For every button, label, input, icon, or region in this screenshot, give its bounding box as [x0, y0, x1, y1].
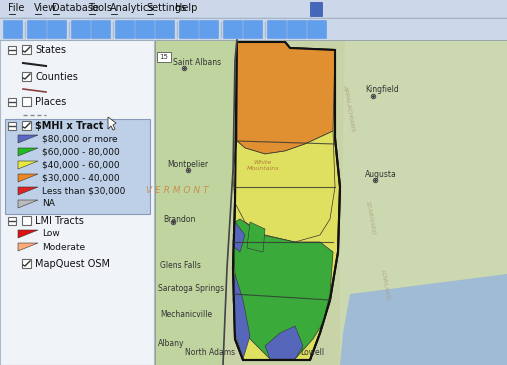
Text: Settings: Settings [146, 3, 186, 13]
Text: Less than $30,000: Less than $30,000 [42, 187, 125, 196]
Polygon shape [155, 40, 237, 365]
Text: Low: Low [42, 230, 60, 238]
Text: Brandon: Brandon [163, 215, 195, 224]
Text: Saratoga Springs: Saratoga Springs [158, 284, 224, 293]
Text: Counties: Counties [35, 72, 78, 82]
Text: MapQuest OSM: MapQuest OSM [35, 259, 110, 269]
Polygon shape [233, 42, 340, 360]
Polygon shape [18, 200, 38, 208]
FancyBboxPatch shape [48, 20, 66, 38]
Polygon shape [340, 40, 507, 365]
FancyBboxPatch shape [308, 20, 327, 38]
Text: LMI Tracts: LMI Tracts [35, 216, 84, 226]
Text: LOWLAND: LOWLAND [380, 269, 390, 301]
Polygon shape [18, 161, 38, 169]
FancyBboxPatch shape [135, 20, 155, 38]
Text: 15: 15 [160, 54, 168, 60]
Text: Albany: Albany [158, 339, 185, 348]
Bar [310, 2, 322, 16]
FancyBboxPatch shape [156, 20, 174, 38]
Text: Moderate: Moderate [42, 242, 85, 251]
Bar [22, 216, 31, 225]
Polygon shape [233, 219, 333, 359]
Bar [0, 18, 507, 40]
Text: $60,000 - 80,000: $60,000 - 80,000 [42, 147, 120, 157]
FancyBboxPatch shape [91, 20, 111, 38]
Polygon shape [340, 274, 507, 365]
Polygon shape [18, 230, 38, 238]
Text: V E R M O N T: V E R M O N T [146, 186, 208, 195]
Bar [22, 259, 31, 268]
Polygon shape [273, 187, 300, 213]
Polygon shape [265, 326, 303, 359]
Text: Lowell: Lowell [300, 348, 324, 357]
Bar [0, 40, 155, 365]
FancyBboxPatch shape [287, 20, 307, 38]
Polygon shape [233, 222, 245, 252]
Text: White
Mountains: White Mountains [247, 160, 279, 171]
Polygon shape [18, 187, 38, 195]
Text: $80,000 or more: $80,000 or more [42, 134, 118, 143]
FancyBboxPatch shape [179, 20, 199, 38]
Text: Tools: Tools [88, 3, 112, 13]
Text: SEABOARD: SEABOARD [365, 201, 376, 236]
Text: Analytics: Analytics [110, 3, 155, 13]
Text: North Adams: North Adams [185, 348, 235, 357]
Polygon shape [18, 135, 38, 143]
Text: Kingfield: Kingfield [365, 85, 399, 94]
Bar [22, 121, 31, 130]
Polygon shape [18, 148, 38, 156]
Bar [155, 40, 507, 365]
Text: $MHI x Tract: $MHI x Tract [35, 121, 103, 131]
Bar [22, 72, 31, 81]
Polygon shape [237, 42, 335, 154]
FancyBboxPatch shape [116, 20, 134, 38]
Text: States: States [35, 45, 66, 55]
Bar [8, 46, 16, 54]
FancyBboxPatch shape [243, 20, 263, 38]
Bar [22, 45, 31, 54]
Text: Places: Places [35, 97, 66, 107]
Text: APPALACHIANS: APPALACHIANS [342, 84, 355, 132]
FancyBboxPatch shape [4, 20, 22, 38]
FancyBboxPatch shape [27, 20, 47, 38]
Text: Saint Albans: Saint Albans [173, 58, 221, 67]
Text: NA: NA [42, 200, 55, 208]
Polygon shape [233, 131, 335, 242]
Polygon shape [108, 117, 116, 130]
Bar [157, 52, 171, 62]
Bar [8, 122, 16, 130]
Bar [22, 97, 31, 106]
FancyBboxPatch shape [199, 20, 219, 38]
FancyBboxPatch shape [71, 20, 91, 38]
Text: File: File [8, 3, 24, 13]
Bar [8, 217, 16, 225]
Polygon shape [233, 274, 250, 359]
Text: Glens Falls: Glens Falls [160, 261, 201, 270]
Text: Help: Help [175, 3, 197, 13]
Text: Mechanicville: Mechanicville [160, 310, 212, 319]
Text: Montpelier: Montpelier [167, 160, 208, 169]
Text: Augusta: Augusta [365, 170, 397, 179]
Text: Database: Database [52, 3, 99, 13]
Bar [155, 40, 507, 365]
Polygon shape [18, 243, 38, 251]
Polygon shape [18, 174, 38, 182]
FancyBboxPatch shape [224, 20, 242, 38]
Bar [0, 0, 507, 18]
Bar [5, 119, 150, 214]
Bar [8, 98, 16, 106]
Text: $30,000 - 40,000: $30,000 - 40,000 [42, 173, 120, 182]
Polygon shape [247, 222, 265, 252]
Text: View: View [34, 3, 57, 13]
Text: $40,000 - 60,000: $40,000 - 60,000 [42, 161, 120, 169]
FancyBboxPatch shape [268, 20, 286, 38]
